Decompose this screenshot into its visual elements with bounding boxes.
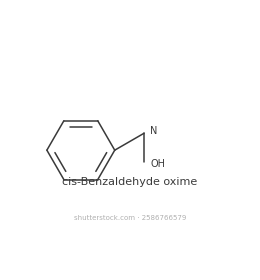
Text: OH: OH: [150, 159, 165, 169]
Text: N: N: [150, 125, 158, 136]
Text: shutterstock.com · 2586766579: shutterstock.com · 2586766579: [74, 214, 186, 221]
Text: cis-Benzaldehyde oxime: cis-Benzaldehyde oxime: [62, 178, 198, 187]
